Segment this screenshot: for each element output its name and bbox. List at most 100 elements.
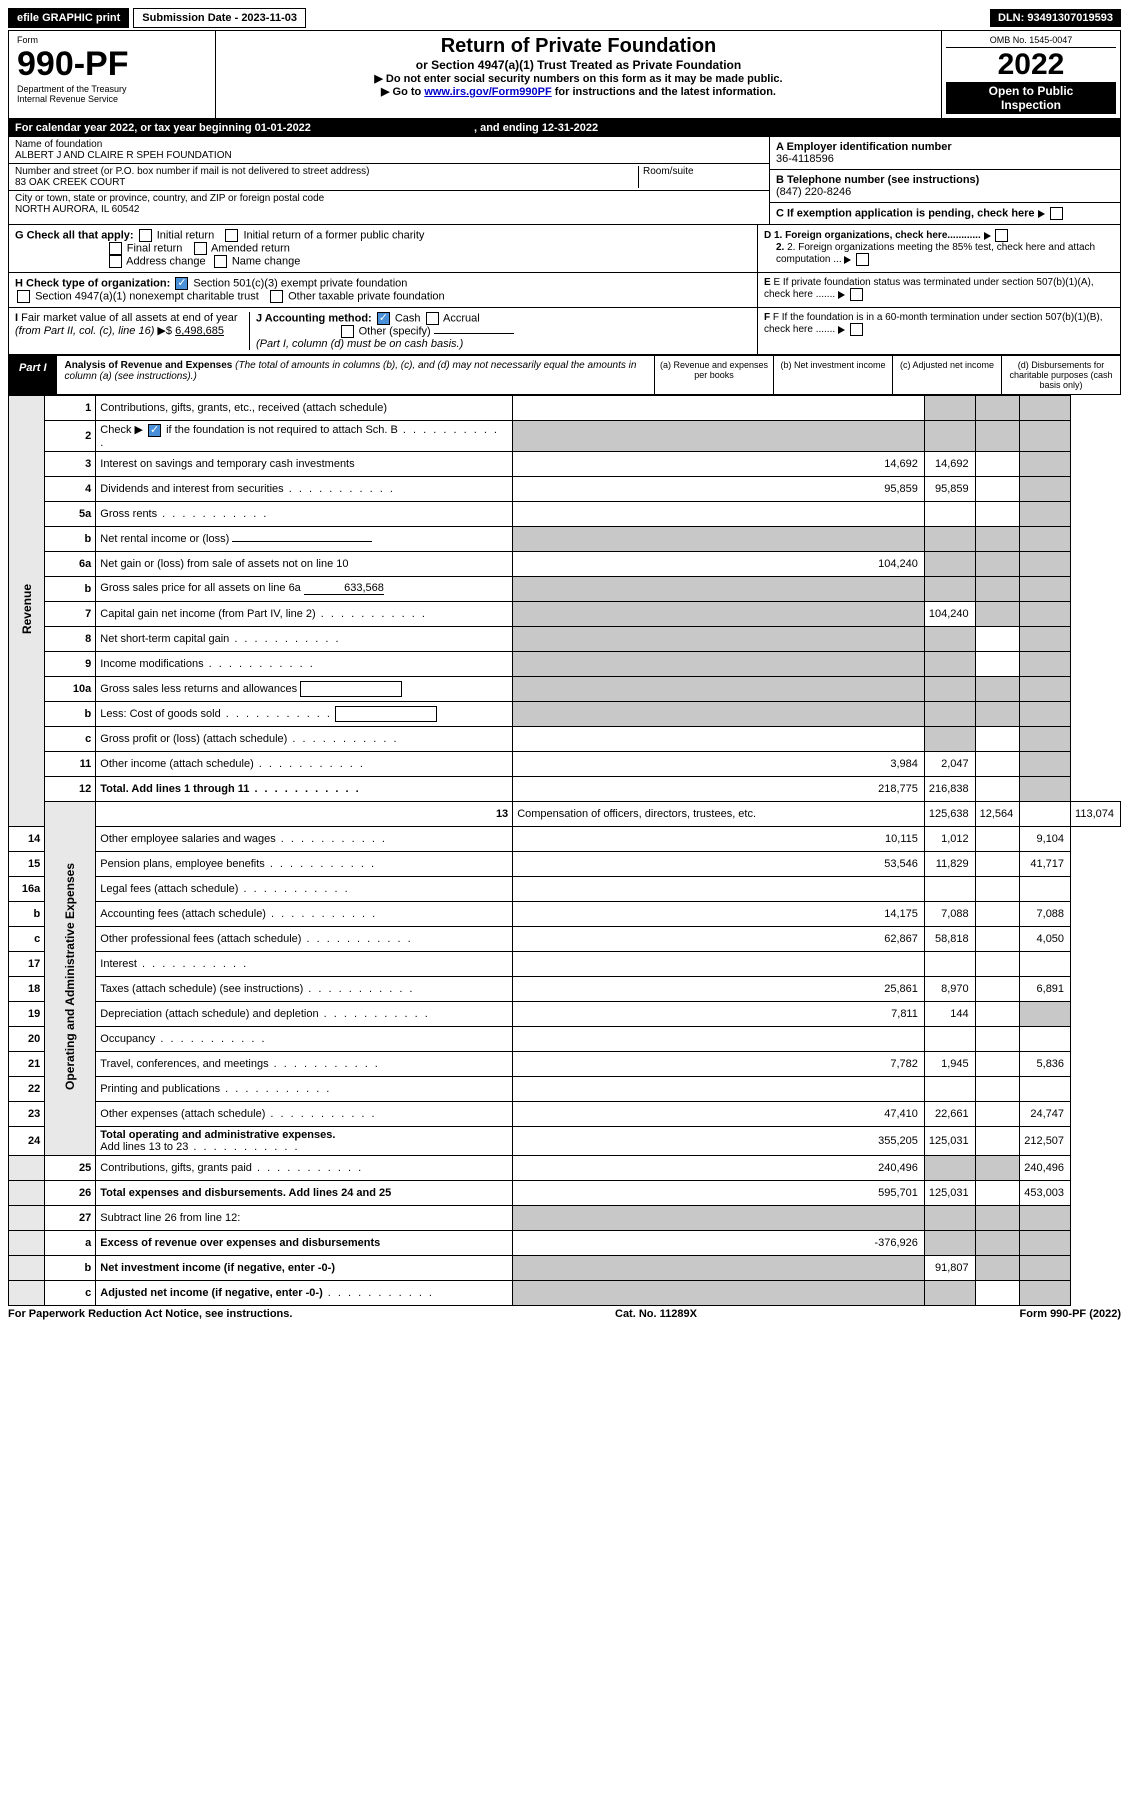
r18-b: 8,970 <box>924 976 975 1001</box>
exemption-checkbox[interactable] <box>1050 207 1063 220</box>
arrow-icon <box>844 256 851 264</box>
cb-schb[interactable] <box>148 424 161 437</box>
cb-other-method[interactable] <box>341 325 354 338</box>
lbl-22: Printing and publications <box>100 1083 220 1095</box>
lbl-16b: Accounting fees (attach schedule) <box>100 908 266 920</box>
ln-13: 13 <box>96 801 513 826</box>
efile-button[interactable]: efile GRAPHIC print <box>8 8 129 28</box>
cb-other-tax[interactable] <box>270 290 283 303</box>
ln-27: 27 <box>45 1205 96 1230</box>
lbl-8: Net short-term capital gain <box>100 633 229 645</box>
cb-501c3[interactable] <box>175 277 188 290</box>
cal-end: , and ending 12-31-2022 <box>474 122 598 134</box>
cb-name[interactable] <box>214 255 227 268</box>
g1-label: Initial return <box>157 229 214 241</box>
lbl-5b: Net rental income or (loss) <box>100 533 229 545</box>
top-bar: efile GRAPHIC print Submission Date - 20… <box>8 8 1121 28</box>
lbl-12: Total. Add lines 1 through 11 <box>100 783 249 795</box>
part1-tab: Part I <box>9 356 57 394</box>
r23-b: 22,661 <box>924 1101 975 1126</box>
r4-a: 95,859 <box>513 476 925 501</box>
r16b-a: 14,175 <box>513 901 925 926</box>
form-header: Form 990-PF Department of the Treasury I… <box>8 30 1121 119</box>
ln-23: 23 <box>9 1101 45 1126</box>
lbl-6a: Net gain or (loss) from sale of assets n… <box>96 551 513 576</box>
r21-a: 7,782 <box>513 1051 925 1076</box>
lbl-19: Depreciation (attach schedule) and deple… <box>100 1008 318 1020</box>
r21-b: 1,945 <box>924 1051 975 1076</box>
cb-initial[interactable] <box>139 229 152 242</box>
ln-25: 25 <box>45 1155 96 1180</box>
r23-d: 24,747 <box>1020 1101 1071 1126</box>
cb-amended[interactable] <box>194 242 207 255</box>
cb-final[interactable] <box>109 242 122 255</box>
r13-d: 113,074 <box>1071 801 1121 826</box>
check-section-1: G Check all that apply: Initial return I… <box>8 225 1121 273</box>
inspect-1: Open to Public <box>989 84 1074 98</box>
irs-label: Internal Revenue Service <box>17 94 207 104</box>
form-number: 990-PF <box>17 45 207 84</box>
cb-cash[interactable] <box>377 312 390 325</box>
g5-label: Address change <box>126 255 206 267</box>
dln-box: DLN: 93491307019593 <box>990 9 1121 27</box>
r16c-a: 62,867 <box>513 926 925 951</box>
h2-label: Section 4947(a)(1) nonexempt charitable … <box>35 290 259 302</box>
r6a-a: 104,240 <box>513 551 925 576</box>
cb-initial-former[interactable] <box>225 229 238 242</box>
lbl-27: Subtract line 26 from line 12: <box>96 1205 513 1230</box>
fmv-value: 6,498,685 <box>175 325 224 337</box>
lbl-21: Travel, conferences, and meetings <box>100 1058 268 1070</box>
lbl-17: Interest <box>100 958 137 970</box>
cb-accrual[interactable] <box>426 312 439 325</box>
lbl-2a: Check ▶ <box>100 424 143 436</box>
lbl-23: Other expenses (attach schedule) <box>100 1108 265 1120</box>
r14-b: 1,012 <box>924 826 975 851</box>
form-label: Form <box>17 35 207 45</box>
d1-label: D 1. Foreign organizations, check here..… <box>764 230 981 241</box>
form-subtitle: or Section 4947(a)(1) Trust Treated as P… <box>220 58 937 72</box>
ln-10b: b <box>45 701 96 726</box>
r24-d: 212,507 <box>1020 1126 1071 1155</box>
part1-title: Analysis of Revenue and Expenses <box>65 360 233 371</box>
r27b-b: 91,807 <box>924 1255 975 1280</box>
h-label: H Check type of organization: <box>15 277 170 289</box>
r3-a: 14,692 <box>513 451 925 476</box>
arrow-icon <box>984 232 991 240</box>
dept-label: Department of the Treasury <box>17 84 207 94</box>
lbl-16c: Other professional fees (attach schedule… <box>100 933 301 945</box>
lbl-16a: Legal fees (attach schedule) <box>100 883 238 895</box>
lbl-24a: Total operating and administrative expen… <box>100 1129 335 1141</box>
check-section-2: H Check type of organization: Section 50… <box>8 273 1121 308</box>
tax-year: 2022 <box>946 48 1116 82</box>
lbl-24b: Add lines 13 to 23 <box>100 1141 188 1153</box>
cb-e[interactable] <box>850 288 863 301</box>
addr-label: Number and street (or P.O. box number if… <box>15 166 638 177</box>
d2-label: 2. Foreign organizations meeting the 85%… <box>776 242 1095 265</box>
ln-5b: b <box>45 526 96 551</box>
analysis-table: Revenue 1Contributions, gifts, grants, e… <box>8 395 1121 1306</box>
lbl-27b: Net investment income (if negative, ente… <box>100 1262 335 1274</box>
ln-4: 4 <box>45 476 96 501</box>
f-label: F If the foundation is in a 60-month ter… <box>764 312 1103 335</box>
form990pf-link[interactable]: www.irs.gov/Form990PF <box>424 86 551 98</box>
cb-d1[interactable] <box>995 229 1008 242</box>
r18-a: 25,861 <box>513 976 925 1001</box>
instruction-1: ▶ Do not enter social security numbers o… <box>220 72 937 85</box>
ln-6b: b <box>45 576 96 601</box>
ln-3: 3 <box>45 451 96 476</box>
identity-block: Name of foundation ALBERT J AND CLAIRE R… <box>8 137 1121 225</box>
j-note: (Part I, column (d) must be on cash basi… <box>256 338 463 350</box>
cb-4947[interactable] <box>17 290 30 303</box>
lbl-14: Other employee salaries and wages <box>100 833 275 845</box>
g6-label: Name change <box>232 255 301 267</box>
r16b-d: 7,088 <box>1020 901 1071 926</box>
cb-d2[interactable] <box>856 253 869 266</box>
cb-f[interactable] <box>850 323 863 336</box>
r18-d: 6,891 <box>1020 976 1071 1001</box>
cb-address[interactable] <box>109 255 122 268</box>
street-address: 83 OAK CREEK COURT <box>15 177 638 188</box>
col-d-header: (d) Disbursements for charitable purpose… <box>1001 356 1120 394</box>
g3-label: Final return <box>127 242 183 254</box>
lbl-26: Total expenses and disbursements. Add li… <box>96 1180 513 1205</box>
ln-21: 21 <box>9 1051 45 1076</box>
